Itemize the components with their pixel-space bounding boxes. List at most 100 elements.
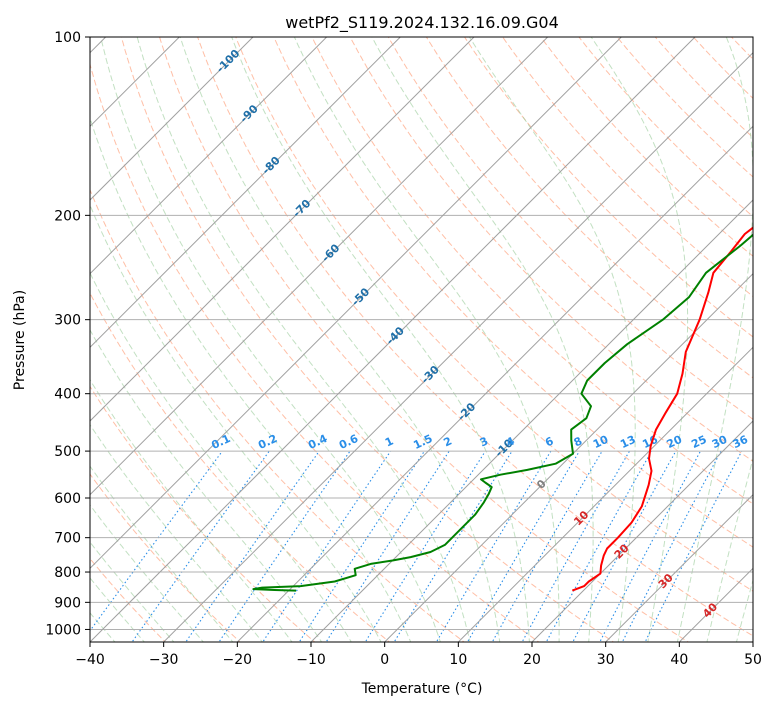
moist-adiabat-line [706, 456, 753, 642]
mixing-ratio-label: 20 [665, 433, 685, 451]
isotherm-label: 10 [571, 508, 591, 528]
x-tick-label: 40 [670, 652, 688, 668]
dry-adiabat-line [197, 37, 753, 637]
y-tick-label: 100 [54, 30, 81, 46]
mixing-ratio-label: 0.1 [209, 432, 232, 452]
moist-adiabat-line [179, 37, 501, 642]
y-tick-label: 1000 [45, 622, 81, 638]
isotherm-label: -20 [455, 400, 478, 423]
dry-adiabat-line [311, 37, 753, 505]
dry-adiabat-line [90, 385, 316, 642]
moist-adiabat-line [90, 271, 352, 642]
dry-adiabat-line [540, 37, 753, 257]
x-tick-label: 30 [597, 652, 615, 668]
plot-area: -100-90-80-70-60-50-40-30-20-10010203040… [90, 24, 775, 644]
y-tick-label: 400 [54, 387, 81, 403]
mixing-ratio-label: 0.2 [256, 432, 279, 452]
isotherm-line [310, 199, 753, 642]
y-tick-label: 500 [54, 444, 81, 460]
y-tick-label: 700 [54, 531, 81, 547]
y-axis-label: Pressure (hPa) [12, 290, 28, 390]
dewpoint-profile-line [252, 233, 753, 592]
dry-adiabat-line [90, 473, 241, 642]
dry-adiabat-line [159, 37, 690, 642]
mixing-ratio-label: 0.4 [306, 432, 329, 452]
isopleth-labels: -100-90-80-70-60-50-40-30-20-10010203040… [209, 47, 750, 621]
mixing-ratio-label: 2 [442, 434, 454, 449]
mixing-ratio-line [521, 451, 630, 642]
dry-adiabat-line [387, 37, 753, 420]
dry-adiabat-line [502, 37, 753, 298]
moist-adiabat-line [90, 423, 264, 642]
mixing-ratio-line [599, 451, 701, 642]
dry-adiabat-line [349, 37, 753, 462]
moist-adiabat-line [371, 37, 594, 642]
mixing-ratio-line [621, 451, 722, 642]
dry-adiabat-line [235, 37, 753, 592]
mixing-ratio-label: 16 [640, 433, 660, 451]
dry-adiabat-line [425, 37, 753, 379]
dry-adiabat-line [90, 62, 540, 642]
x-tick-label: −10 [296, 652, 326, 668]
mixing-ratio-line [262, 451, 391, 642]
moist-adiabat-line [468, 37, 636, 642]
dry-adiabat-line [463, 37, 753, 338]
mixing-ratio-label: 8 [572, 434, 584, 449]
isotherm-line [90, 37, 328, 275]
isotherm-line [457, 346, 753, 642]
y-tick-label: 900 [54, 595, 81, 611]
isotherm-line [90, 37, 475, 422]
x-tick-label: −30 [149, 652, 179, 668]
moist-adiabat-line [90, 329, 323, 642]
mixing-ratio-line [298, 451, 425, 642]
dry-adiabat-line [90, 292, 391, 642]
mixing-ratio-line [435, 451, 552, 642]
isotherms [90, 37, 753, 642]
x-tick-label: −40 [75, 652, 105, 668]
mixing-ratio-line [393, 451, 513, 642]
isotherm-line [90, 37, 402, 349]
mixing-ratio-line [572, 451, 677, 642]
moist-adiabat-line [90, 203, 382, 642]
moist-adiabat-line [90, 465, 234, 642]
y-tick-label: 200 [54, 208, 81, 224]
x-axis-ticks: −40 −30 −20 −10 0 10 20 30 40 50 [75, 642, 762, 668]
mixing-ratio-label: 6 [543, 434, 556, 449]
x-tick-label: 20 [523, 652, 541, 668]
chart-title: wetPf2_S119.2024.132.16.09.G04 [285, 13, 559, 33]
dry-adiabat-line [273, 37, 753, 548]
mixing-ratio-label: 10 [591, 433, 611, 451]
x-tick-label: −20 [223, 652, 253, 668]
y-axis-ticks: 100 200 300 400 500 600 700 800 900 1000 [45, 30, 90, 638]
isotherm-line [752, 641, 753, 642]
x-tick-label: 50 [744, 652, 762, 668]
moist-adiabat-line [231, 37, 530, 642]
isotherm-line [531, 420, 753, 642]
x-axis-label: Temperature (°C) [361, 681, 483, 697]
mixing-ratio-label: 25 [689, 433, 708, 451]
pressure-gridlines [90, 37, 753, 630]
moist-adiabat-line [136, 37, 471, 642]
dry-adiabat-line [654, 37, 753, 139]
mixing-ratio-line [364, 451, 486, 642]
dry-adiabat-line [730, 37, 753, 60]
mixing-ratio-label: 13 [618, 433, 637, 451]
moist-adiabat-line [590, 37, 689, 642]
temperature-profile-line [571, 226, 753, 592]
plot-frame [89, 36, 754, 643]
y-tick-label: 800 [54, 565, 81, 581]
dry-adiabat-line [757, 24, 775, 644]
mixing-ratio-label: 3 [478, 434, 490, 449]
dry-adiabat-line [578, 37, 753, 218]
x-tick-label: 10 [449, 652, 467, 668]
isotherm-line [604, 493, 753, 642]
mixing-ratio-line [466, 451, 580, 642]
profile-series [252, 226, 753, 592]
mixing-ratio-line [185, 451, 320, 642]
y-tick-label: 300 [54, 313, 81, 329]
isotherm-line [90, 37, 549, 496]
mixing-ratio-line [491, 451, 603, 642]
x-tick-label: 0 [380, 652, 389, 668]
moist-adiabat-line [676, 37, 753, 642]
